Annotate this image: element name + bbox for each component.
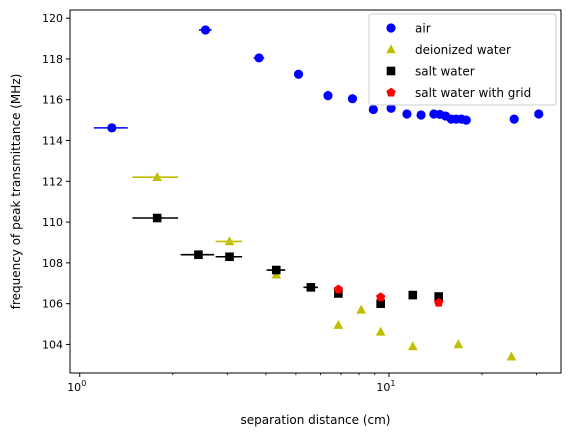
legend-box [368,13,557,106]
y-tick-label: 104 [42,338,63,351]
legend-label: salt water with grid [415,86,531,100]
y-tick-label: 118 [42,53,63,66]
series-1 [132,172,517,361]
legend-label: deionized water [415,43,511,57]
data-point [347,94,358,104]
y-axis-label: frequency of peak transmittance (MHz) [9,74,23,310]
legend-entry: air [386,22,431,36]
series-3 [333,284,444,307]
data-point [453,339,464,349]
data-point [271,265,281,275]
legend-marker [386,87,396,97]
series-0 [93,25,544,133]
data-point [534,109,544,119]
data-point [402,109,412,119]
data-point [506,351,517,361]
data-point [152,213,162,223]
legend-marker [386,44,396,54]
data-point [254,53,264,63]
data-point [356,304,366,314]
data-point [194,250,203,260]
data-point [224,236,235,246]
data-point [386,103,396,113]
x-tick-label: 100 [67,379,86,394]
y-tick-label: 112 [42,175,63,188]
y-tick-label: 114 [42,135,63,148]
data-point [323,91,333,101]
data-point [509,114,519,124]
y-tick-label: 110 [42,216,63,229]
data-point [200,25,211,35]
data-point [333,319,344,329]
data-point [408,290,418,300]
data-point [225,252,234,262]
data-point [107,123,117,133]
legend-label: air [415,22,431,36]
y-tick-label: 116 [42,94,63,107]
legend-marker [386,23,396,33]
data-point [434,297,444,307]
y-tick-label: 106 [42,298,63,311]
plot-content [93,25,544,361]
data-point [293,69,304,79]
data-point [306,283,316,292]
data-point [376,299,385,308]
legend: air deionized water salt water salt water w… [368,13,557,106]
legend-entry: deionized water [386,43,511,57]
data-point [407,341,418,351]
data-point [434,292,443,301]
data-point [152,172,162,182]
series-2 [132,213,443,308]
x-axis-label: separation distance (cm) [240,413,390,427]
data-point [368,104,378,115]
y-tick-label: 108 [42,257,63,270]
data-point [376,292,386,302]
y-axis: 104 106 108 110 112 114 116 118 120 [42,12,70,351]
legend-entry: salt water [386,65,475,79]
x-tick-label: 101 [376,379,395,394]
legend-entry: salt water with grid [386,86,531,100]
data-point [333,284,344,294]
data-point [416,110,426,120]
data-point [375,326,386,336]
data-point [334,289,343,298]
plot-frame [69,9,562,374]
legend-label: salt water [415,65,475,79]
y-tick-label: 120 [42,12,63,25]
legend-marker [386,66,396,76]
x-axis: 100 101 [67,373,537,394]
data-point [461,115,471,125]
